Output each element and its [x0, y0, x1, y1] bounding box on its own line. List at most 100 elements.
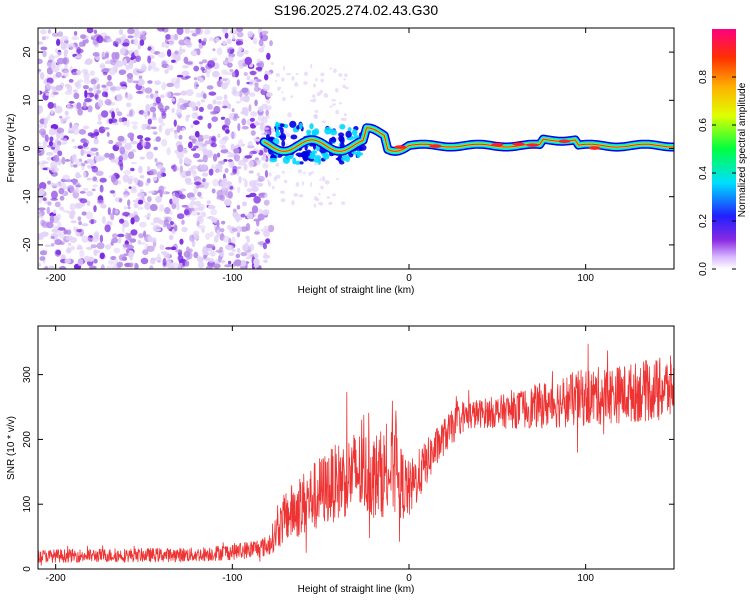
heatmap-noise-blob: [236, 232, 241, 238]
heatmap-noise-blob: [46, 206, 51, 215]
heatmap-noise-blob: [74, 55, 83, 59]
heatmap-noise-blob: [106, 81, 113, 87]
heatmap-noise-blob: [60, 35, 69, 42]
heatmap-noise-blob: [151, 126, 157, 130]
heatmap-noise-blob: [38, 212, 43, 217]
snr-y-tick-label: 0: [22, 566, 33, 572]
heatmap-noise-blob: [250, 130, 256, 136]
heatmap-noise-blob: [92, 176, 98, 182]
heatmap-noise-blob: [64, 49, 69, 55]
heatmap-noise-blob: [57, 150, 63, 157]
heatmap-noise-blob: [244, 155, 252, 159]
heatmap-noise-blob: [332, 193, 336, 197]
heatmap-noise-blob: [254, 120, 259, 127]
heatmap-noise-blob: [212, 153, 218, 162]
heatmap-noise-blob: [183, 39, 192, 46]
heatmap-noise-blob: [68, 101, 75, 104]
heatmap-noise-blob: [55, 71, 62, 78]
heatmap-noise-blob: [282, 66, 285, 71]
heatmap-noise-blob: [313, 114, 318, 119]
heatmap-noise-blob: [73, 187, 80, 194]
heatmap-noise-blob: [193, 65, 200, 72]
heatmap-noise-blob: [287, 112, 292, 118]
heatmap-signal-blob: [344, 154, 351, 163]
heatmap-noise-blob: [253, 231, 260, 235]
heatmap-noise-blob: [46, 167, 53, 171]
heatmap-noise-blob: [256, 58, 261, 64]
heatmap-noise-blob: [59, 241, 65, 245]
heatmap-noise-blob: [117, 233, 125, 238]
heatmap-noise-blob: [265, 109, 270, 117]
colorbar: 0.0 0.2 0.4 0.6 0.8 Normalized spectral ampl…: [698, 29, 748, 276]
heatmap-noise-blob: [56, 51, 62, 57]
snr-frame: [37, 325, 675, 570]
heatmap-noise-blob: [196, 101, 201, 107]
heatmap-noise-blob: [313, 83, 317, 88]
heatmap-noise-blob: [40, 46, 48, 51]
heatmap-noise-blob: [38, 128, 46, 136]
heatmap-noise-blob: [149, 93, 154, 99]
heatmap-noise-blob: [45, 151, 54, 156]
heatmap-noise-blob: [149, 203, 158, 212]
heatmap-noise-blob: [50, 197, 58, 201]
heatmap-noise-blob: [220, 116, 226, 120]
heatmap-x-ticks: -200 -100 0 100: [46, 28, 594, 284]
heatmap-noise-blob: [256, 149, 260, 153]
heatmap-noise-blob: [62, 174, 71, 180]
heatmap-noise-blob: [147, 235, 153, 243]
heatmap-noise-blob: [132, 199, 139, 203]
heatmap-noise-blob: [136, 135, 144, 140]
heatmap-noise-blob: [335, 109, 340, 115]
heatmap-noise-blob: [103, 127, 110, 130]
heatmap-noise-blob: [99, 252, 105, 260]
heatmap-noise-blob: [82, 39, 86, 47]
heatmap-noise-blob: [43, 121, 47, 129]
heatmap-noise-blob: [245, 235, 250, 240]
heatmap-noise-blob: [295, 181, 300, 187]
heatmap-noise-blob: [168, 127, 175, 133]
heatmap-noise-blob: [160, 94, 165, 99]
heatmap-noise-blob: [108, 154, 115, 161]
heatmap-noise-blob: [69, 203, 76, 211]
heatmap-noise-blob: [227, 159, 234, 162]
heatmap-noise-blob: [198, 106, 204, 113]
heatmap-noise-blob: [70, 210, 76, 216]
heatmap-noise-blob: [73, 164, 78, 168]
heatmap-noise-blob: [286, 72, 292, 76]
heatmap-noise-blob: [112, 64, 118, 70]
heatmap-noise-blob: [202, 93, 207, 99]
heatmap-signal-blob: [309, 123, 314, 130]
heatmap-signal-blob: [356, 150, 361, 159]
heatmap-noise-blob: [243, 49, 249, 55]
heatmap-noise-blob: [110, 255, 117, 261]
heatmap-noise-blob: [241, 201, 247, 207]
heatmap-noise-blob: [49, 136, 54, 142]
heatmap-hot-spot: [526, 143, 539, 147]
heatmap-noise-blob: [155, 96, 161, 104]
heatmap-noise-blob: [111, 122, 119, 126]
heatmap-signal-blob: [335, 157, 343, 161]
heatmap-noise-blob: [216, 47, 223, 56]
heatmap-noise-blob: [178, 134, 183, 140]
heatmap-noise-blob: [265, 238, 271, 244]
heatmap-noise-blob: [229, 68, 234, 73]
heatmap-noise-blob: [46, 82, 52, 90]
heatmap-signal-blob: [330, 137, 337, 143]
heatmap-noise-blob: [243, 163, 248, 171]
heatmap-noise-blob: [90, 219, 94, 225]
heatmap-noise-blob: [60, 132, 65, 139]
heatmap-noise-blob: [128, 61, 134, 70]
snr-y-tick-label: 300: [22, 366, 33, 383]
heatmap-noise-blob: [220, 78, 224, 82]
heatmap-noise-blob: [118, 29, 124, 35]
heatmap-noise-blob: [54, 105, 63, 114]
heatmap-noise-blob: [130, 217, 135, 225]
heatmap-noise-blob: [295, 72, 299, 76]
heatmap-noise-blob: [83, 255, 91, 263]
heatmap-noise-blob: [60, 42, 67, 50]
heatmap-noise-blob: [46, 221, 54, 229]
heatmap-noise-blob: [159, 190, 163, 198]
heatmap-noise-blob: [241, 125, 249, 130]
heatmap-noise-blob: [137, 167, 143, 173]
heatmap-noise-blob: [232, 34, 236, 41]
